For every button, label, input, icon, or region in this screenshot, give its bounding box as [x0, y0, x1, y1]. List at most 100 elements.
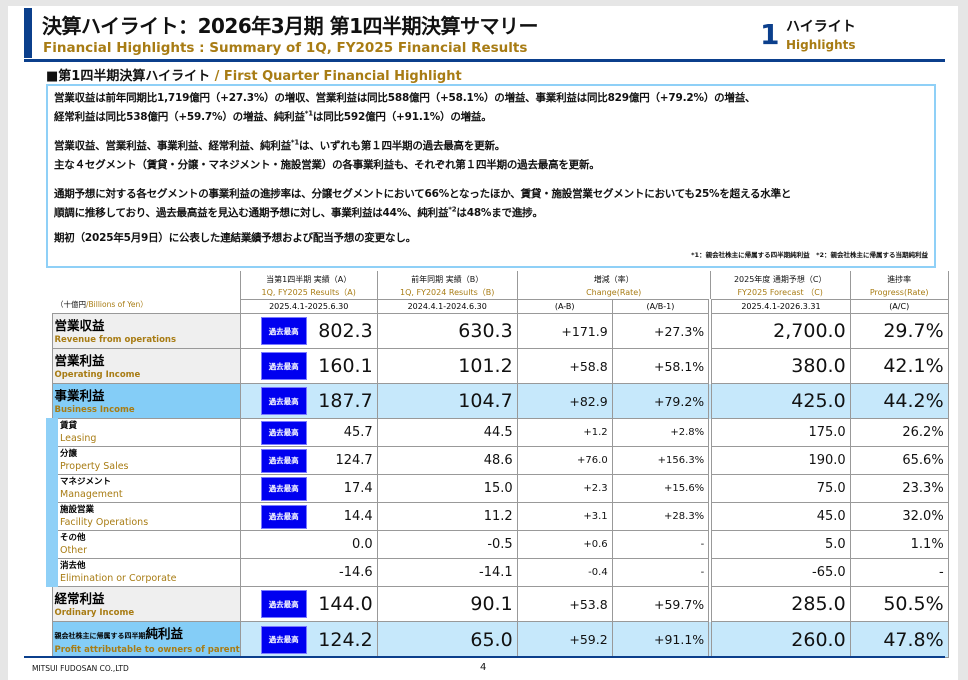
- cell-rate: -: [611, 530, 713, 559]
- summary-box: 営業収益は前年同期比1,719億円（+27.3%）の増収、営業利益は同比588億…: [46, 84, 936, 268]
- cell-rate: +91.1%: [611, 621, 713, 658]
- col-jp: 当第1四半期 実績（A）: [266, 275, 352, 284]
- row-label-prefix: 親会社株主に帰属する四半期: [54, 632, 146, 640]
- cell-rate: +28.3%: [611, 502, 713, 531]
- cell-rate: +27.3%: [611, 313, 713, 349]
- section-heading-jp: ■第1四半期決算ハイライト: [46, 69, 211, 84]
- row-label: 賃貸 Leasing: [45, 418, 241, 447]
- cell-b: 630.3: [376, 313, 518, 349]
- page-subtitle: Financial Highlights : Summary of 1Q, FY…: [43, 40, 528, 56]
- cell-b: 11.2: [376, 502, 518, 531]
- cell-forecast: 425.0: [709, 383, 851, 419]
- row-label-jp-text: 経常利益: [54, 591, 105, 606]
- row-label-jp-text: その他: [60, 533, 86, 543]
- row-label: 消去他 Elimination or Corporate: [45, 558, 241, 587]
- cell-a: -14.6: [239, 558, 378, 587]
- cell-rate: +59.7%: [611, 586, 713, 622]
- col-header-change: 増減（率） Change(Rate): [516, 271, 711, 300]
- row-label-jp-text: 賃貸: [60, 421, 78, 431]
- cell-b: 65.0: [376, 621, 518, 658]
- col-en: 1Q, FY2024 Results（B): [400, 288, 495, 297]
- row-label-jp-text: 純利益: [145, 626, 184, 641]
- row-label-en: Other: [60, 545, 87, 556]
- cell-b: -0.5: [376, 530, 518, 559]
- text: は48%まで進捗。: [456, 207, 543, 219]
- value-a: 802.3: [318, 320, 373, 342]
- sub-diff: (A-B): [516, 299, 613, 314]
- cell-rate: +58.1%: [611, 348, 713, 384]
- row-label: その他 Other: [45, 530, 241, 559]
- cell-progress: 50.5%: [849, 586, 949, 622]
- unit-en: /Billions of Yen）: [86, 300, 148, 309]
- row-label-en: Ordinary Income: [54, 608, 135, 618]
- record-high-badge: 過去最高: [260, 387, 307, 415]
- period-c: 2025.4.1-2026.3.31: [709, 299, 851, 314]
- value-a: 187.7: [318, 390, 373, 412]
- table-row: 施設営業 Facility Operations 過去最高 14.4 11.2 +3…: [45, 502, 949, 531]
- cell-rate: -: [611, 558, 713, 587]
- cell-a: 過去最高 160.1: [239, 348, 378, 384]
- cell-progress: 1.1%: [849, 530, 949, 559]
- cell-b: 44.5: [376, 418, 518, 447]
- col-en: 1Q, FY2025 Results（A): [261, 288, 356, 297]
- cell-progress: 44.2%: [849, 383, 949, 419]
- value-a: 17.4: [343, 481, 373, 496]
- cell-diff: +59.2: [516, 621, 613, 658]
- table-row: その他 Other 0.0 -0.5 +0.6 - 5.0 1.1%: [45, 530, 949, 559]
- cell-forecast: 5.0: [709, 530, 851, 559]
- cell-forecast: 260.0: [709, 621, 851, 658]
- row-label-jp: 消去他: [64, 560, 239, 573]
- summary-line: 期初（2025年5月9日）に公表した連結業績予想および配当予想の変更なし。: [54, 232, 416, 244]
- row-label-jp: 営業収益: [55, 315, 240, 335]
- cell-diff: -0.4: [516, 558, 613, 587]
- table-row: 営業収益 Revenue from operations 過去最高 802.3 63…: [51, 313, 949, 349]
- value-a: 0.0: [352, 537, 373, 552]
- table-row: 分譲 Property Sales 過去最高 124.7 48.6 +76.0 +1…: [45, 446, 949, 475]
- cell-progress: 47.8%: [849, 621, 949, 658]
- section-number: 1: [760, 18, 780, 51]
- row-label-en: Operating Income: [54, 370, 141, 380]
- cell-a: 過去最高 144.0: [239, 586, 378, 622]
- row-label-en: Property Sales: [60, 461, 129, 472]
- cell-b: 15.0: [376, 474, 518, 503]
- period-b: 2024.4.1-2024.6.30: [376, 299, 518, 314]
- table-header-row: （十億円/Billions of Yen） 当第1四半期 実績（A） 1Q, FY…: [52, 271, 949, 309]
- footnote-mark: *1: [304, 109, 313, 118]
- col-jp: 2025年度 通期予想（C）: [733, 275, 827, 284]
- col-header-b: 前年同期 実績（B） 1Q, FY2024 Results（B): [376, 271, 518, 300]
- title-accent-bar: [24, 8, 32, 58]
- text: 順調に推移しており、過去最高益を見込む通期予想に対し、事業利益は44%、純利益: [54, 207, 449, 219]
- col-header-a: 当第1四半期 実績（A） 1Q, FY2025 Results（A): [239, 271, 378, 300]
- cell-forecast: 285.0: [709, 586, 851, 622]
- row-label: 施設営業 Facility Operations: [45, 502, 241, 531]
- value-a: 124.2: [318, 628, 373, 651]
- row-label-jp: 賃貸: [60, 420, 239, 433]
- sub-rate: (A/B-1): [611, 299, 713, 314]
- cell-rate: +2.8%: [611, 418, 713, 447]
- row-label-jp-text: 分譲: [60, 449, 78, 459]
- col-en: Progress(Rate): [869, 288, 929, 297]
- row-label: 営業利益 Operating Income: [51, 348, 241, 384]
- row-label-jp: 経常利益: [54, 588, 240, 608]
- cell-b: 101.2: [376, 348, 518, 384]
- section-label-en: Highlights: [786, 38, 856, 52]
- table-row: マネジメント Management 過去最高 17.4 15.0 +2.3 +15.…: [45, 474, 949, 503]
- header-divider: [24, 59, 945, 62]
- value-a: 124.7: [335, 453, 373, 468]
- text: 経常利益は同比538億円（+59.7%）の増益、純利益: [54, 111, 305, 123]
- record-high-badge: 過去最高: [260, 352, 307, 380]
- row-label-en: Leasing: [60, 433, 97, 444]
- cell-progress: 23.3%: [849, 474, 949, 503]
- section-heading-en: / First Quarter Financial Highlight: [210, 69, 462, 84]
- col-jp: 進捗率: [887, 275, 912, 284]
- cell-rate: +79.2%: [611, 383, 713, 419]
- cell-diff: +53.8: [516, 586, 613, 622]
- footnote-mark: *1: [290, 138, 300, 147]
- page-number: 4: [480, 662, 487, 673]
- footnotes: *1：親会社株主に帰属する四半期純利益 *2：親会社株主に帰属する当期純利益: [691, 251, 928, 259]
- value-a: 144.0: [318, 593, 373, 615]
- row-label-en: Elimination or Corporate: [60, 573, 177, 584]
- table-row: 親会社株主に帰属する四半期純利益 Profit attributable to o…: [51, 621, 949, 658]
- cell-a: 0.0: [239, 530, 378, 559]
- cell-a: 過去最高 187.7: [239, 383, 378, 419]
